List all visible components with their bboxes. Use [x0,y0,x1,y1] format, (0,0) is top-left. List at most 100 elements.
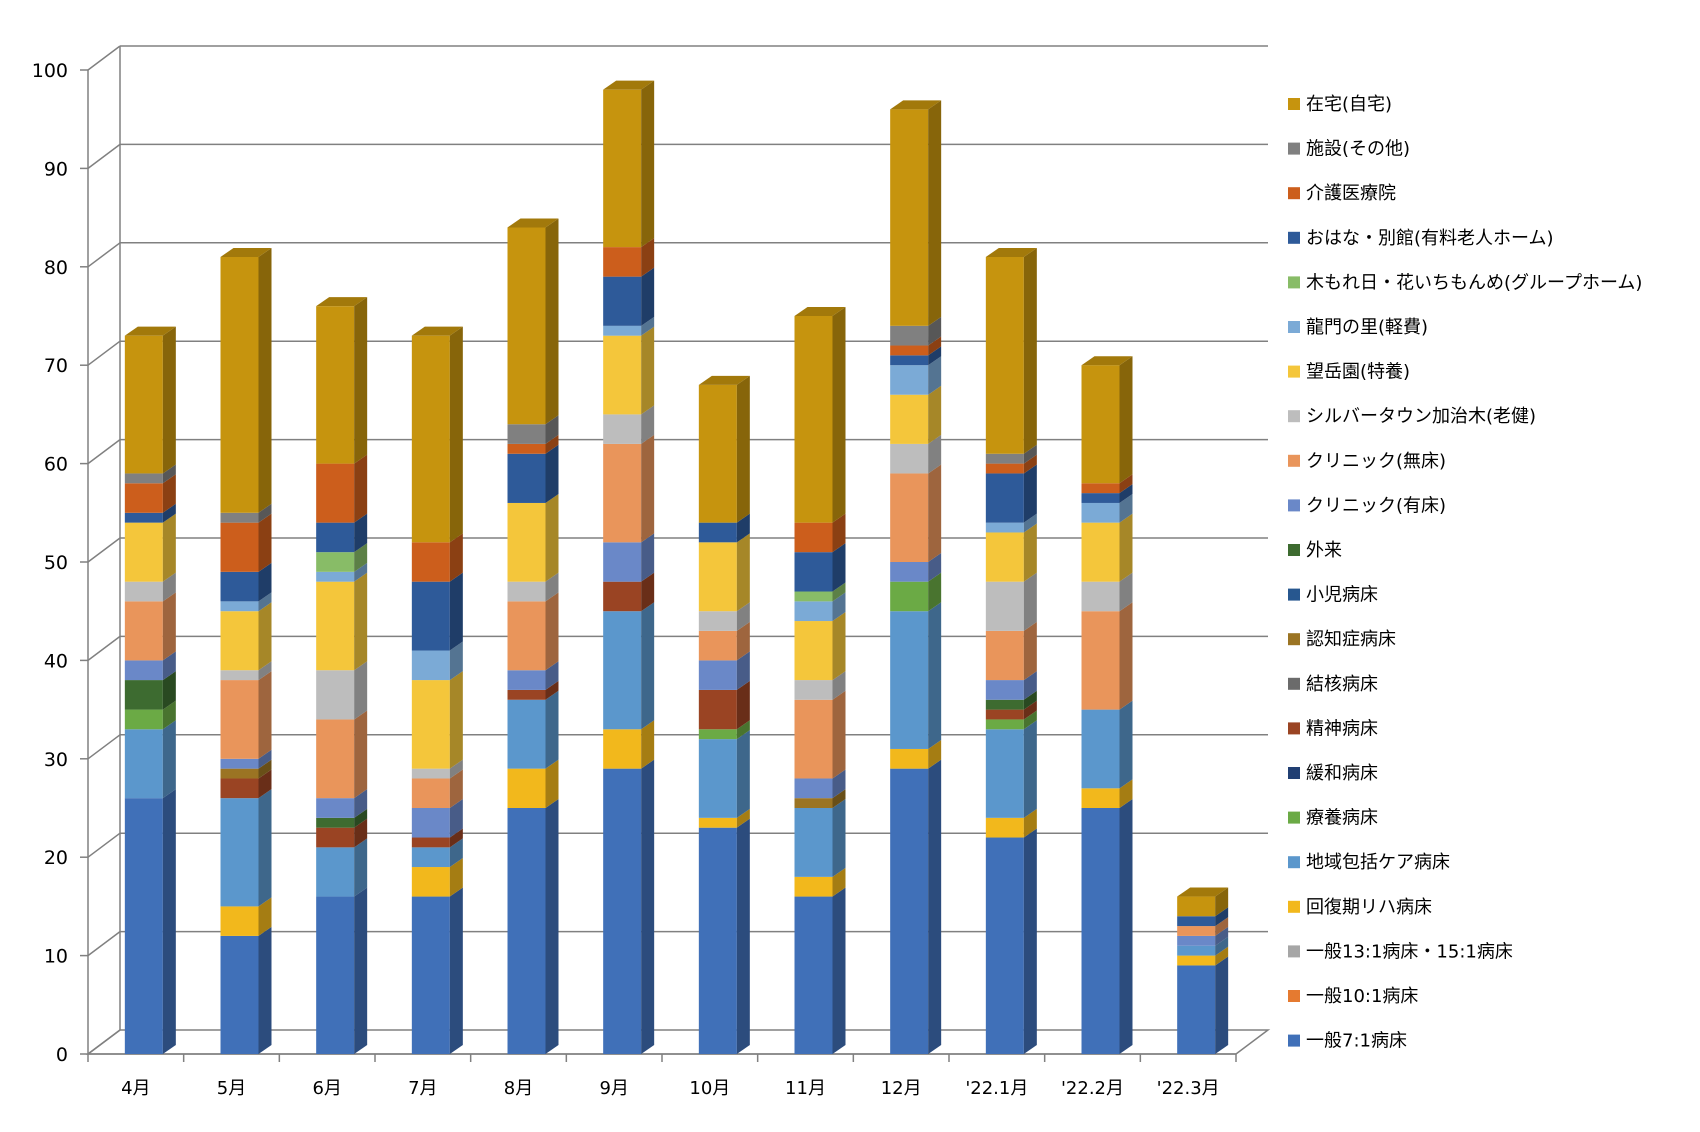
bar-segment-side [1119,602,1133,710]
bar-segment-front [985,709,1024,720]
bar-segment-front [985,453,1024,464]
legend-item: 一般10:1病床 [1288,986,1418,1007]
bar-segment-side [928,739,942,769]
bar-segment-front [220,798,259,907]
bar-segment-front [985,522,1024,533]
bar-segment [794,769,846,799]
bar-segment [507,690,559,769]
bar-segment-side [641,533,655,582]
bar-segment-side [1119,474,1133,494]
bar-segment-side [545,759,559,808]
bar-segment-side [928,316,942,346]
y-tick-label: 20 [44,847,68,869]
legend-item: 小児病床 [1288,585,1378,606]
bar-segment-side [354,818,368,848]
bar-segment [603,720,655,769]
bar-segment [316,838,368,897]
bar-segment [794,612,846,681]
gridline-side [87,537,121,563]
bar-segment [411,887,463,1054]
bar-segment [794,592,846,622]
x-category-label: 7月 [408,1078,437,1099]
bar-segment-front [698,729,737,740]
bar-segment-side [258,661,272,681]
bar-segment-front [507,699,546,769]
bar-segment [985,690,1037,710]
bar-segment-front [507,424,546,444]
bar-segment [316,818,368,848]
bar-segment [1081,513,1133,582]
bar-segment-front [124,660,163,681]
bar-segment-side [832,769,846,799]
bar-segment-side [1023,828,1037,1054]
bar-segment-side [449,671,463,769]
bar-segment [985,720,1037,818]
bar-segment-front [124,680,163,710]
bar-segment [794,671,846,700]
bar-segment-side [1119,484,1133,503]
bar-segment-side [449,858,463,897]
bar-segment [890,602,942,749]
bar-segment-side [832,582,846,602]
legend-swatch [1288,722,1300,735]
bar-segment-front [316,571,355,582]
bar-segment-front [890,325,929,346]
bar-segment-side [258,749,272,769]
bar-segment-side [641,326,655,415]
bar-segment-front [507,453,546,503]
bar-segment-side [928,385,942,444]
legend-swatch [1288,187,1300,200]
bar-segment-front [603,335,642,415]
legend-label: 小児病床 [1306,585,1378,606]
bar-segment-front [603,611,642,730]
bar-segment-front [1177,926,1216,936]
legend-item: 在宅(自宅) [1288,94,1392,115]
bar-segment-side [162,474,176,513]
bar-segment-front [985,473,1024,523]
bar-segment [985,572,1037,631]
bar-segment-front [794,601,833,622]
bar-segment-front [220,611,259,671]
bar-segment-front [794,522,833,553]
bar-segment-front [220,935,259,1054]
bar-segment-side [449,759,463,779]
bar-segment-side [449,533,463,582]
bar-segment [507,415,559,444]
bar-segment-front [985,837,1024,1054]
bar-segment [124,572,176,602]
bar-segment-top [316,297,368,307]
bar-segment-top [124,326,176,336]
bar-segment-front [890,473,929,562]
bar-segment-side [545,218,559,425]
bar-segment [507,661,559,690]
legend-swatch [1288,321,1300,333]
legend-label: 在宅(自宅) [1306,94,1392,115]
bar-column [890,100,942,1054]
bar-segment-front [316,463,355,523]
bar-segment-side [545,415,559,444]
bar-segment [220,513,272,572]
bar-segment-front [411,542,450,582]
bar-segment-side [354,887,368,1054]
bar-segment [1081,602,1133,710]
bar-segment-side [1023,513,1037,533]
bar-segment-side [928,434,942,474]
gridline-side [87,340,121,366]
bar-segment-front [507,502,546,582]
bar-segment-front [890,345,929,356]
bar-column [411,326,463,1054]
bar-segment-front [603,443,642,543]
bar-segment [220,661,272,681]
bar-segment-side [162,651,176,681]
bar-segment-side [354,808,368,828]
bar-segment-side [162,572,176,602]
bar-segment-front [411,837,450,848]
x-category-label: 9月 [599,1078,628,1099]
bar-segment-side [736,375,750,523]
legend-label: 望岳園(特養) [1306,362,1410,383]
bar-segment-side [354,572,368,671]
bar-segment [985,247,1037,454]
bar-segment-front [411,778,450,808]
bar-segment-top [890,100,942,110]
